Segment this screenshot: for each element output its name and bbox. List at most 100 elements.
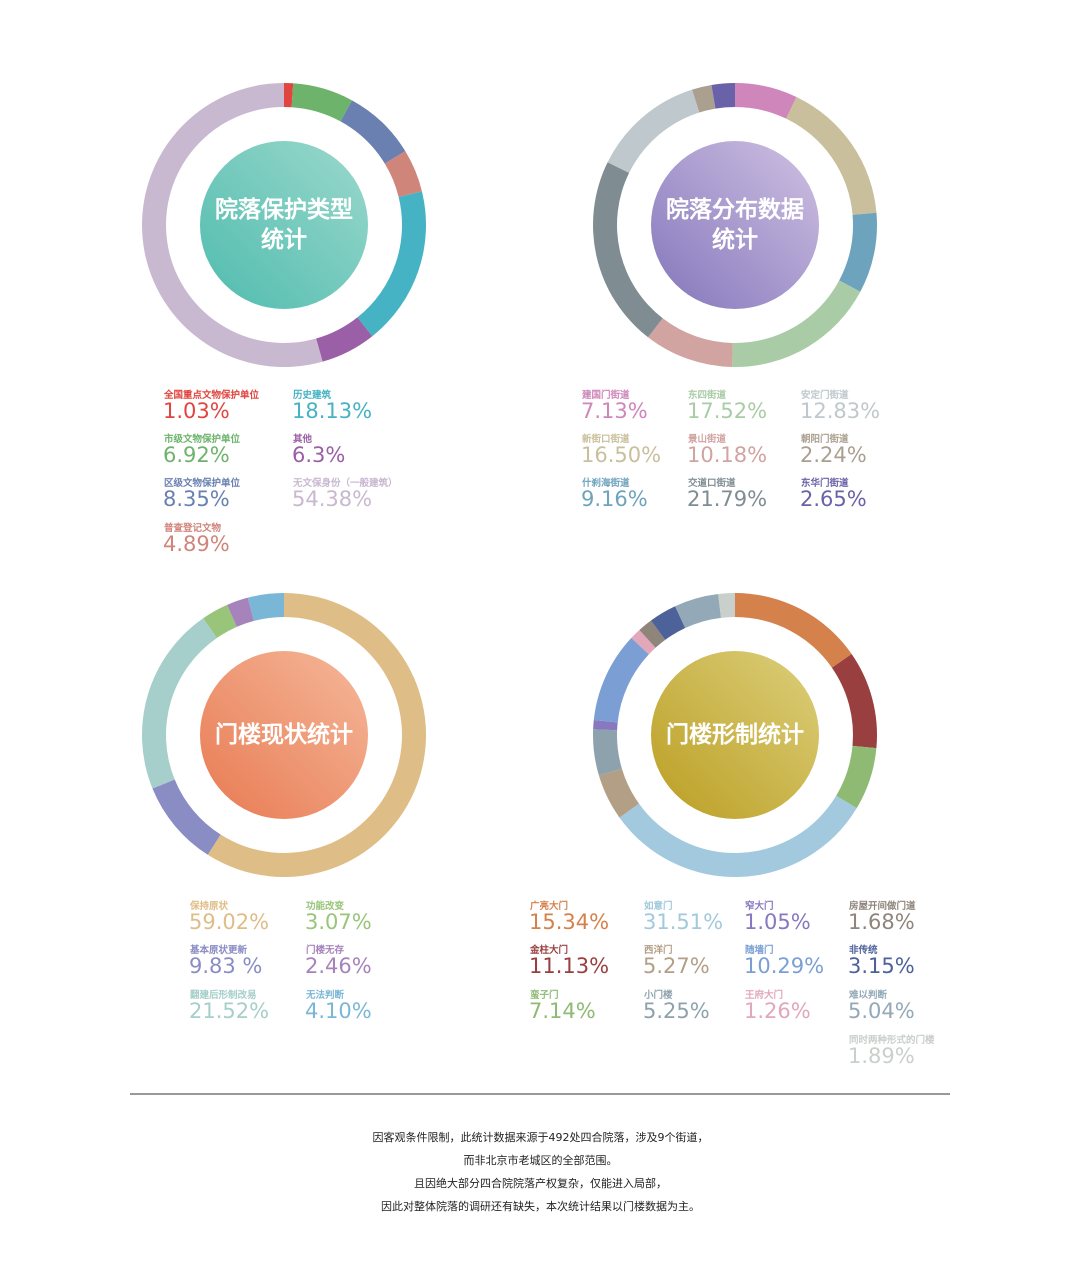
legend-label: 翻建后形制改易 [190, 990, 257, 1001]
legend-label: 门楼无存 [306, 945, 345, 956]
legend-label: 同时两种形式的门楼 [849, 1035, 935, 1046]
center-disc [200, 651, 368, 819]
legend-label: 蛮子门 [530, 990, 559, 1001]
legend-label: 金柱大门 [530, 945, 569, 956]
value-label: 31.51% [643, 910, 724, 934]
legend-label: 安定门街道 [801, 390, 849, 401]
value-label: 1.68% [848, 910, 915, 934]
legend-label: 东华门街道 [801, 478, 849, 489]
chart-title: 门楼形制统计 [666, 722, 804, 748]
value-label: 12.83% [800, 399, 881, 423]
chart-title: 院落分布数据统计 [666, 197, 804, 253]
donut-segment [607, 89, 700, 173]
legend-label: 无法判断 [306, 990, 345, 1001]
donut-segment [839, 212, 877, 292]
value-label: 6.92% [163, 443, 230, 467]
value-label: 15.34% [529, 910, 610, 934]
value-label: 5.04% [848, 999, 915, 1023]
legend-label: 市级文物保护单位 [164, 434, 241, 445]
donut-segment [316, 317, 373, 362]
value-label: 4.89% [163, 532, 230, 556]
value-label: 2.24% [800, 443, 867, 467]
donut-segment [639, 620, 666, 648]
legend-label: 其他 [293, 434, 313, 445]
donut-segment [831, 654, 877, 749]
donut-segment [340, 100, 406, 164]
value-label: 7.13% [581, 399, 648, 423]
value-label: 7.14% [529, 999, 596, 1023]
value-label: 5.25% [643, 999, 710, 1023]
donut-segment [718, 593, 735, 618]
legend-label: 如意门 [644, 901, 673, 912]
donut-segment [227, 597, 254, 627]
footnote-line: 且因绝大部分四合院院落产权复杂，仅能进入局部， [414, 1177, 667, 1190]
legend-label: 小门楼 [644, 990, 673, 1001]
donut-segment [593, 719, 618, 731]
value-label: 59.02% [189, 910, 270, 934]
donut-segment [152, 779, 221, 855]
legend-label: 什刹海街道 [582, 478, 630, 489]
legend-label: 房屋开间做门道 [849, 901, 916, 912]
chart-title: 门楼现状统计 [215, 722, 353, 748]
legend-label: 难以判断 [849, 990, 888, 1001]
legend-label: 王府大门 [745, 990, 784, 1001]
value-label: 11.13% [529, 954, 610, 978]
legend-label: 朝阳门街道 [801, 434, 849, 445]
value-label: 1.05% [744, 910, 811, 934]
value-label: 1.26% [744, 999, 811, 1023]
donut-segment [675, 594, 722, 629]
value-label: 21.79% [687, 487, 768, 511]
center-disc [651, 141, 819, 309]
donut-segment [735, 593, 852, 668]
legend-label: 区级文物保护单位 [164, 478, 241, 489]
legend-label: 功能改变 [306, 901, 345, 912]
value-label: 17.52% [687, 399, 768, 423]
donut-segment [203, 604, 237, 638]
value-label: 1.03% [163, 399, 230, 423]
footnote-line: 因客观条件限制，此统计数据来源于492处四合院落，涉及9个街道， [372, 1131, 709, 1144]
donut-segment [141, 83, 323, 367]
legend-label: 随墙门 [745, 945, 774, 956]
donut-segment [593, 729, 622, 776]
donut-segment [692, 84, 716, 113]
legend-label: 基本原状更新 [190, 945, 248, 956]
value-label: 2.65% [800, 487, 867, 511]
center-disc [651, 651, 819, 819]
value-label: 21.52% [189, 999, 270, 1023]
donut-segment [284, 83, 294, 108]
legend-label: 保持原状 [190, 901, 229, 912]
donut-segment [384, 151, 422, 198]
legend-label: 窄大门 [745, 901, 774, 912]
value-label: 3.07% [305, 910, 372, 934]
value-label: 5.27% [643, 954, 710, 978]
legend-label: 景山街道 [688, 434, 727, 445]
donut-segment [836, 745, 877, 809]
donut-segment [786, 97, 877, 215]
legend-label: 东四街道 [688, 390, 727, 401]
footnote-line: 而非北京市老城区的全部范围。 [463, 1154, 618, 1167]
donut-segment [291, 83, 353, 122]
donut-segment [648, 318, 733, 367]
value-label: 54.38% [292, 487, 373, 511]
legend-label: 全国重点文物保护单位 [164, 390, 260, 401]
footnote-line: 因此对整体院落的调研还有缺失，本次统计结果以门楼数据为主。 [381, 1200, 700, 1213]
legend-label: 普查登记文物 [164, 523, 222, 534]
value-label: 9.16% [581, 487, 648, 511]
value-label: 4.10% [305, 999, 372, 1023]
value-label: 10.29% [744, 954, 825, 978]
value-label: 2.46% [305, 954, 372, 978]
legend-label: 无文保身份（一般建筑） [293, 478, 398, 489]
value-label: 16.50% [581, 443, 662, 467]
value-label: 3.15% [848, 954, 915, 978]
donut-segment [141, 618, 217, 789]
legend-label: 建国门街道 [582, 390, 630, 401]
value-label: 18.13% [292, 399, 373, 423]
legend-label: 交道口街道 [688, 478, 736, 489]
chart-title: 院落保护类型统计 [215, 197, 353, 253]
donut-segment [598, 768, 640, 818]
value-label: 10.18% [687, 443, 768, 467]
value-label: 1.89% [848, 1044, 915, 1068]
donut-segment [593, 162, 663, 338]
donut-segment [207, 593, 427, 877]
donut-segment [593, 637, 649, 723]
